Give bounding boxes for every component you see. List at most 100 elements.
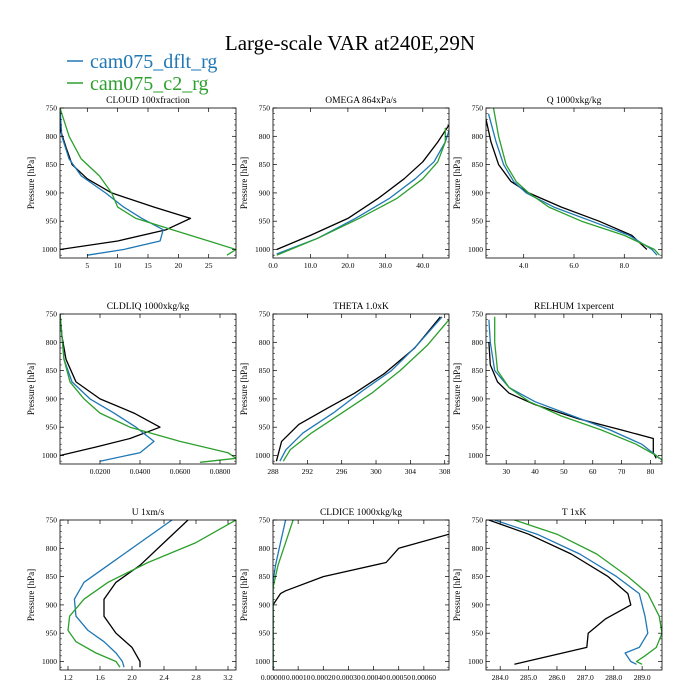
y-tick-label: 800 — [259, 544, 271, 553]
panel-title: CLDICE 1000xkg/kg — [320, 508, 402, 518]
plot-frame — [272, 519, 450, 671]
y-tick-label: 1000 — [255, 245, 270, 254]
x-tick-label: 284.0 — [492, 673, 509, 682]
y-tick-label: 850 — [472, 366, 484, 375]
series-line-1 — [488, 520, 632, 665]
x-tick-label: 30.0 — [379, 261, 392, 270]
y-tick-label: 900 — [259, 600, 271, 609]
x-tick-label: 70 — [618, 467, 626, 476]
x-tick-label: 40.0 — [416, 261, 429, 270]
x-tick-label: 0.0400 — [130, 467, 151, 476]
y-tick-label: 850 — [259, 366, 271, 375]
legend-label-dflt: cam075_dflt_rg — [90, 51, 217, 73]
y-tick-label: 800 — [472, 338, 484, 347]
y-tick-label: 750 — [46, 104, 58, 113]
plot-frame — [59, 107, 237, 259]
panel-title: T 1xK — [562, 508, 587, 518]
panel-3: Q 1000xkg/kg Pressure [hPa] 750 800 850 900 95… — [452, 96, 663, 270]
y-tick-label: 850 — [472, 160, 484, 169]
x-tick-label: 2.0 — [127, 673, 137, 682]
y-tick-label: 850 — [259, 572, 271, 581]
x-tick-label: 0.00050 — [387, 673, 412, 682]
series-line-1 — [275, 316, 441, 462]
y-tick-label: 900 — [472, 394, 484, 403]
series-line-2 — [60, 108, 164, 256]
plot-frame — [59, 313, 237, 465]
x-tick-label: 0.00040 — [361, 673, 386, 682]
y-tick-label: 900 — [259, 394, 271, 403]
y-tick-label: 1000 — [255, 451, 270, 460]
y-tick-label: 950 — [259, 217, 271, 226]
series-line-2 — [73, 520, 173, 668]
x-tick-label: 0.00020 — [311, 673, 336, 682]
y-tick-label: 850 — [472, 572, 484, 581]
y-tick-label: 1000 — [42, 245, 57, 254]
panel-5: THETA 1.0xK Pressure [hPa] 750 800 850 900 950… — [239, 302, 451, 476]
y-tick-label: 900 — [46, 600, 58, 609]
series-line-3 — [492, 108, 660, 256]
y-tick-label: 750 — [259, 104, 271, 113]
panel-title: CLOUD 100xfraction — [106, 95, 190, 106]
x-tick-label: 40 — [531, 467, 539, 476]
panel-9: T 1xK Pressure [hPa] 750 800 850 900 950 1000 28… — [452, 508, 663, 682]
series-line-3 — [273, 520, 294, 670]
panel-title: THETA 1.0xK — [333, 302, 389, 312]
panel-7: U 1xm/s Pressure [hPa] 750 800 850 900 950 1000… — [26, 508, 237, 682]
x-tick-label: 0.0800 — [210, 467, 231, 476]
x-tick-label: 30 — [502, 467, 510, 476]
y-tick-label: 1000 — [468, 451, 483, 460]
legend: cam075_dflt_rg cam075_c2_rg — [67, 51, 217, 95]
y-tick-label: 1000 — [42, 451, 57, 460]
y-tick-label: 800 — [259, 338, 271, 347]
legend-label-c2: cam075_c2_rg — [90, 73, 209, 95]
y-tick-label: 900 — [46, 394, 58, 403]
y-tick-label: 750 — [259, 310, 271, 319]
y-axis-label: Pressure [hPa] — [26, 363, 36, 415]
y-tick-label: 850 — [46, 366, 58, 375]
panel-2: OMEGA 864xPa/s Pressure [hPa] 750 800 850 900… — [239, 96, 450, 270]
x-tick-label: 10 — [114, 261, 122, 270]
x-tick-label: 15 — [144, 261, 152, 270]
series-line-3 — [494, 316, 662, 461]
y-tick-label: 950 — [46, 217, 58, 226]
y-tick-label: 900 — [46, 188, 58, 197]
y-axis-label: Pressure [hPa] — [239, 157, 249, 209]
y-tick-label: 850 — [46, 160, 58, 169]
series-line-1 — [276, 124, 449, 251]
y-tick-label: 900 — [472, 188, 484, 197]
panel-title: CLDLIQ 1000xkg/kg — [107, 302, 190, 312]
y-tick-label: 750 — [472, 310, 484, 319]
x-tick-label: 292 — [302, 467, 314, 476]
y-tick-label: 950 — [46, 423, 58, 432]
x-tick-label: 25 — [205, 261, 213, 270]
y-tick-label: 1000 — [468, 245, 483, 254]
series-line-3 — [514, 520, 662, 665]
x-tick-label: 1.2 — [63, 673, 73, 682]
series-line-3 — [67, 520, 236, 668]
x-tick-label: 304 — [405, 467, 417, 476]
x-tick-label: 300 — [370, 467, 382, 476]
x-tick-label: 3.2 — [223, 673, 233, 682]
y-axis-label: Pressure [hPa] — [26, 569, 36, 621]
y-tick-label: 1000 — [255, 657, 270, 666]
y-tick-label: 950 — [472, 217, 484, 226]
panel-title: RELHUM 1xpercent — [534, 302, 614, 312]
figure-title: Large-scale VAR at240E,29N — [225, 31, 475, 55]
series-line-2 — [488, 319, 660, 459]
series-line-1 — [486, 119, 648, 250]
series-line-1 — [273, 533, 449, 670]
y-axis-label: Pressure [hPa] — [452, 157, 462, 209]
x-tick-label: 288.0 — [605, 673, 622, 682]
series-line-2 — [276, 130, 449, 255]
y-axis-label: Pressure [hPa] — [239, 363, 249, 415]
x-tick-label: 287.0 — [577, 673, 594, 682]
x-tick-label: 80 — [647, 467, 655, 476]
panel-title: OMEGA 864xPa/s — [325, 96, 397, 106]
x-tick-label: 1.6 — [95, 673, 105, 682]
y-tick-label: 750 — [472, 104, 484, 113]
y-tick-label: 950 — [259, 423, 271, 432]
y-axis-label: Pressure [hPa] — [26, 157, 36, 209]
x-tick-label: 4.0 — [519, 261, 529, 270]
y-tick-label: 900 — [259, 188, 271, 197]
